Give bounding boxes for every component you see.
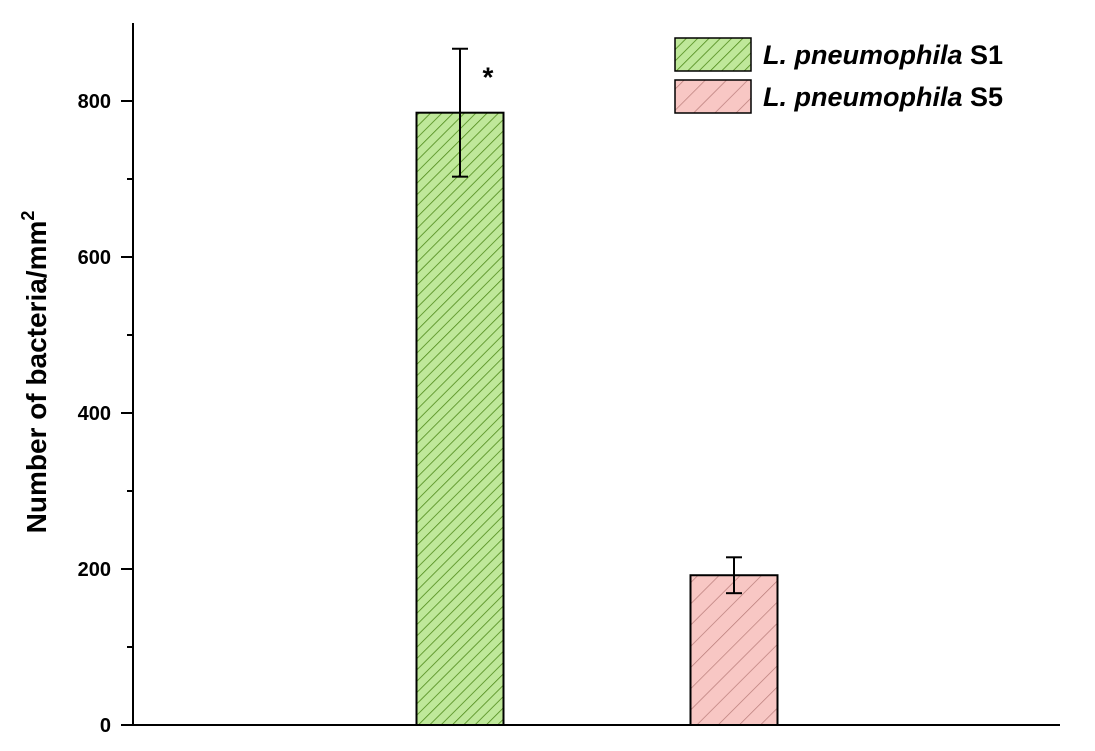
legend-label-s1-italic: L. pneumophila xyxy=(763,40,963,70)
legend-label-s1-suffix: S1 xyxy=(970,40,1003,70)
bars: * xyxy=(415,47,779,726)
y-axis-title: Number of bacteria/mm2 xyxy=(18,211,52,534)
bar-s1 xyxy=(415,111,505,726)
legend-label-s1: L. pneumophila S1 xyxy=(763,40,1003,70)
y-tick-label-2: 400 xyxy=(78,403,111,425)
y-axis-title-superscript: 2 xyxy=(18,211,38,221)
y-ticks: 0 200 400 600 800 xyxy=(78,91,133,737)
y-axis-title-main: Number of bacteria/mm xyxy=(21,221,52,534)
legend-swatch-s1 xyxy=(674,37,752,72)
y-tick-label-1: 200 xyxy=(78,559,111,581)
y-tick-label-0: 0 xyxy=(100,715,111,737)
y-tick-label-3: 600 xyxy=(78,247,111,269)
legend-label-s5-italic: L. pneumophila xyxy=(763,82,963,112)
significance-marker: * xyxy=(483,62,494,93)
legend: L. pneumophila S1 L. pneumophila S5 xyxy=(674,37,1003,114)
legend-label-s5-suffix: S5 xyxy=(970,82,1003,112)
y-tick-label-4: 800 xyxy=(78,91,111,113)
legend-label-s5: L. pneumophila S5 xyxy=(763,82,1003,112)
axes xyxy=(132,23,1060,726)
legend-swatch-s5 xyxy=(674,79,752,114)
bar-s5 xyxy=(689,574,779,726)
